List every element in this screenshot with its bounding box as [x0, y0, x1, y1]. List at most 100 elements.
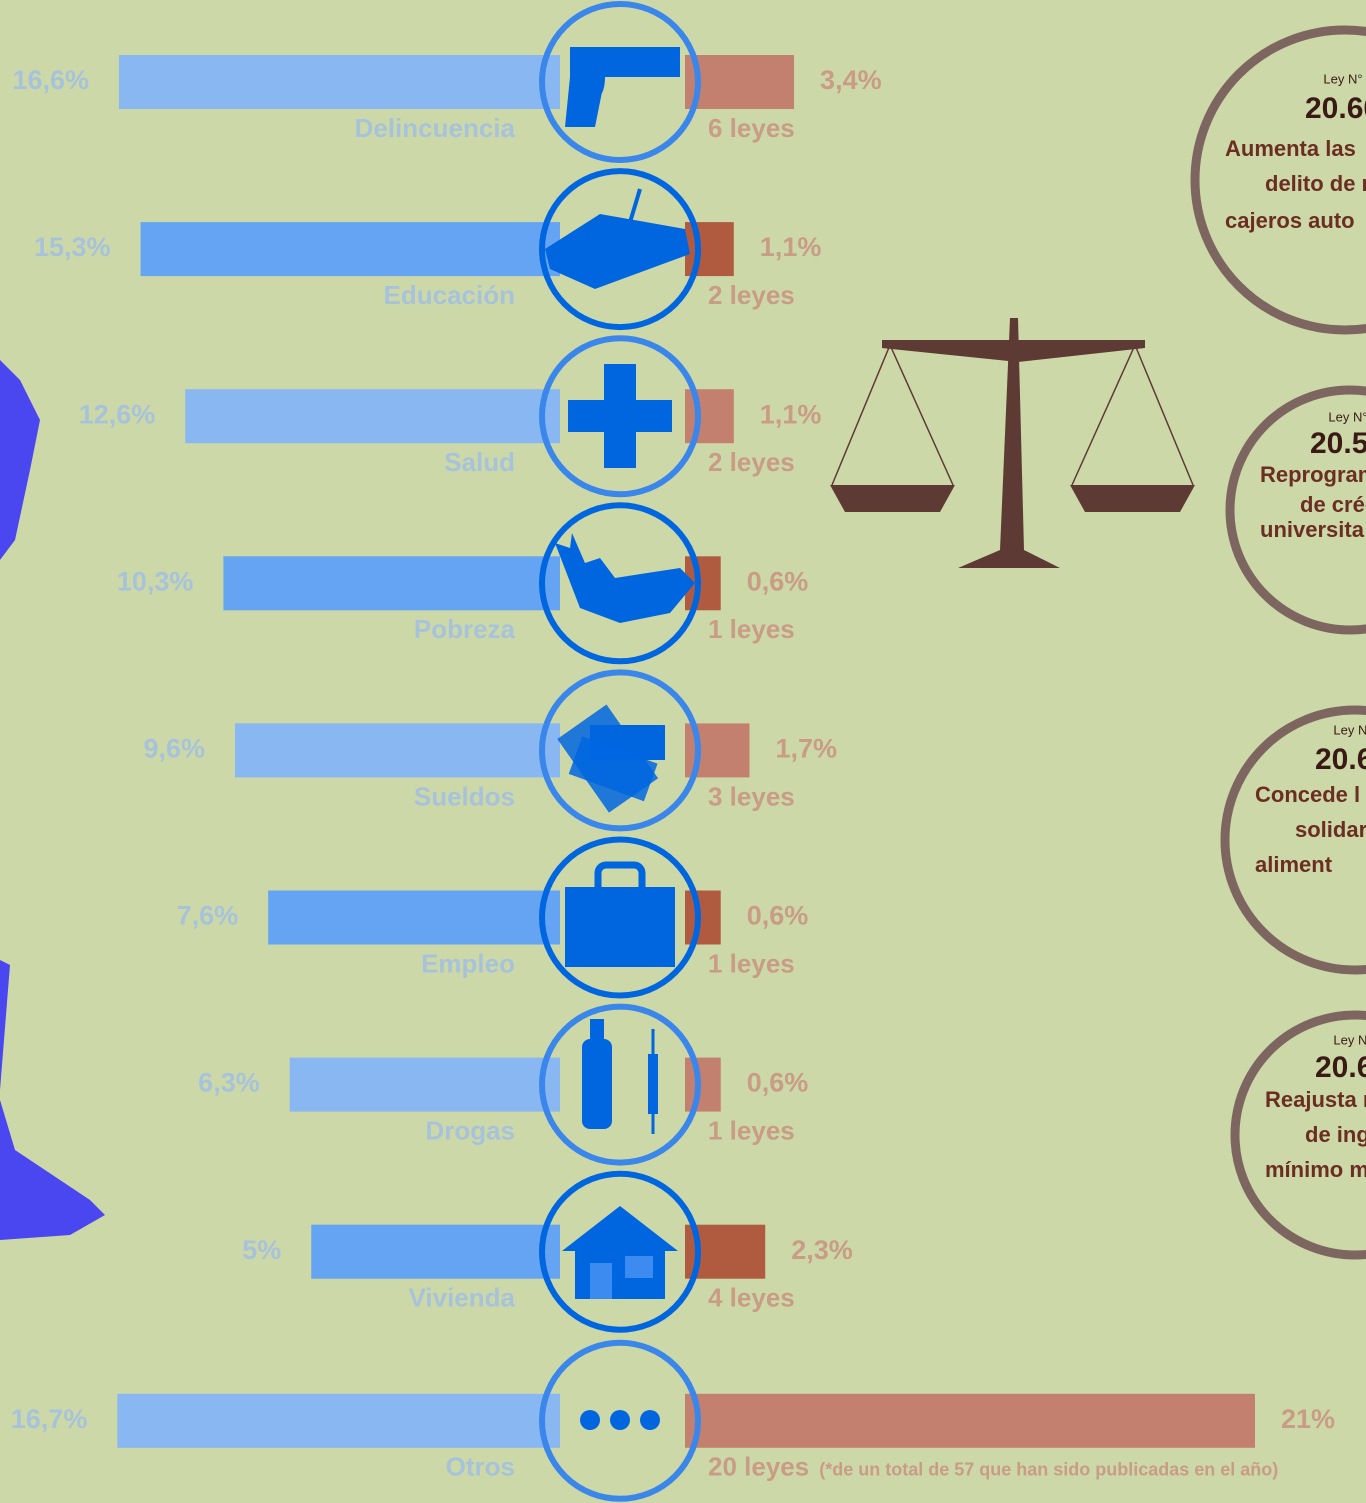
law-count: 1 leyes	[708, 1115, 795, 1145]
house-icon	[562, 1206, 678, 1299]
law-text: cajeros auto	[1225, 208, 1355, 233]
right-value-label: 1,1%	[760, 399, 822, 429]
law-number: 20.57	[1310, 427, 1366, 460]
category-label: Empleo	[421, 948, 515, 978]
drugs-icon	[582, 1019, 658, 1134]
right-bar	[685, 389, 734, 444]
map-piece	[0, 960, 10, 1090]
right-value-label: 2,3%	[791, 1235, 853, 1265]
icons	[539, 1, 701, 1502]
icon-ring	[539, 502, 701, 665]
category-label: Drogas	[425, 1115, 515, 1145]
law-text: de ingre	[1305, 1122, 1366, 1147]
law-prefix: Ley N°	[1328, 409, 1366, 424]
law-count: 1 leyes	[708, 948, 795, 978]
icon-ring	[539, 669, 701, 832]
icon-ring	[539, 335, 701, 498]
icon-ring	[539, 836, 701, 999]
icon-ring	[539, 1003, 701, 1166]
left-value-label: 9,6%	[143, 734, 205, 764]
category-label: Pobreza	[414, 614, 516, 644]
right-bar	[685, 222, 734, 277]
left-value-label: 6,3%	[198, 1068, 260, 1098]
book-icon	[545, 188, 690, 289]
law-count: 6 leyes	[708, 113, 795, 143]
law-prefix: Ley N°	[1323, 71, 1362, 86]
left-bar	[235, 723, 560, 778]
category-label: Educación	[384, 280, 515, 310]
law-text: Reajusta m	[1265, 1087, 1366, 1112]
law-text: solidaria	[1295, 817, 1366, 842]
law-prefix: Ley N°	[1333, 1032, 1366, 1047]
left-value-label: 10,3%	[117, 566, 194, 596]
left-value-label: 12,6%	[79, 399, 156, 429]
left-bar	[185, 389, 561, 444]
right-bar	[685, 1057, 721, 1112]
law-circle	[1190, 25, 1366, 335]
right-value-label: 21%	[1281, 1404, 1335, 1434]
category-label: Otros	[446, 1452, 515, 1482]
right-bar	[685, 55, 795, 109]
law-circle	[1225, 385, 1366, 635]
law-prefix: Ley N°	[1333, 722, 1366, 737]
left-value-label: 15,3%	[34, 232, 111, 262]
law-count: 4 leyes	[708, 1283, 795, 1313]
left-value-label: 7,6%	[177, 901, 239, 931]
cross-icon	[568, 364, 672, 468]
law-text: Aumenta las	[1225, 136, 1356, 161]
law-count: 1 leyes	[708, 614, 795, 644]
icon-ring	[539, 1339, 701, 1502]
left-bar	[311, 1224, 560, 1279]
law-circle	[1220, 705, 1366, 975]
law-number: 20.60	[1315, 743, 1366, 776]
map-piece	[0, 360, 40, 560]
left-bar	[223, 556, 560, 611]
icon-ring	[539, 1, 701, 163]
category-label: Sueldos	[414, 781, 515, 811]
scale-icon	[830, 318, 1195, 568]
left-bar	[117, 1393, 560, 1448]
law-circle	[1230, 1010, 1366, 1260]
left-value-label: 16,6%	[12, 65, 89, 95]
right-value-label: 3,4%	[820, 65, 882, 95]
decoration	[0, 318, 1195, 1240]
law-circles: Ley N° 20.60 Aumenta las delito de re cajero…	[1190, 25, 1366, 1260]
map-piece	[0, 1100, 105, 1240]
law-text: de crédi	[1300, 492, 1366, 517]
right-bar	[685, 1393, 1255, 1448]
bars: 16,6% 3,4% Delincuencia 6 leyes 15,3% 1,1% Edu…	[11, 55, 1335, 1482]
law-number: 20.60	[1305, 92, 1366, 125]
dots-icon	[580, 1410, 660, 1430]
left-bar	[140, 222, 560, 277]
footnote: (*de un total de 57 que han sido publica…	[819, 1460, 1278, 1480]
category-label: Vivienda	[409, 1283, 516, 1313]
law-text: delito de re	[1265, 171, 1366, 196]
right-value-label: 0,6%	[747, 901, 809, 931]
right-value-label: 0,6%	[747, 566, 809, 596]
category-label: Salud	[444, 447, 515, 477]
left-value-label: 5%	[242, 1235, 281, 1265]
law-count: 20 leyes	[708, 1452, 809, 1482]
left-bar	[289, 1057, 560, 1112]
law-text: aliment	[1255, 852, 1333, 877]
right-bar	[685, 890, 721, 945]
icon-ring	[539, 168, 701, 331]
icon-ring	[539, 1170, 701, 1333]
law-count: 2 leyes	[708, 280, 795, 310]
law-text: universita	[1260, 517, 1365, 542]
hand-icon	[555, 533, 695, 623]
law-text: Reprogram	[1260, 462, 1366, 487]
left-bar	[268, 890, 560, 945]
right-value-label: 0,6%	[747, 1068, 809, 1098]
law-count: 3 leyes	[708, 781, 795, 811]
gun-icon	[565, 47, 680, 127]
right-value-label: 1,1%	[760, 232, 822, 262]
left-value-label: 16,7%	[11, 1404, 88, 1434]
law-number: 20.61	[1315, 1051, 1366, 1084]
law-text: mínimo me	[1265, 1157, 1366, 1182]
money-icon	[557, 704, 665, 813]
category-label: Delincuencia	[355, 113, 516, 143]
law-count: 2 leyes	[708, 447, 795, 477]
